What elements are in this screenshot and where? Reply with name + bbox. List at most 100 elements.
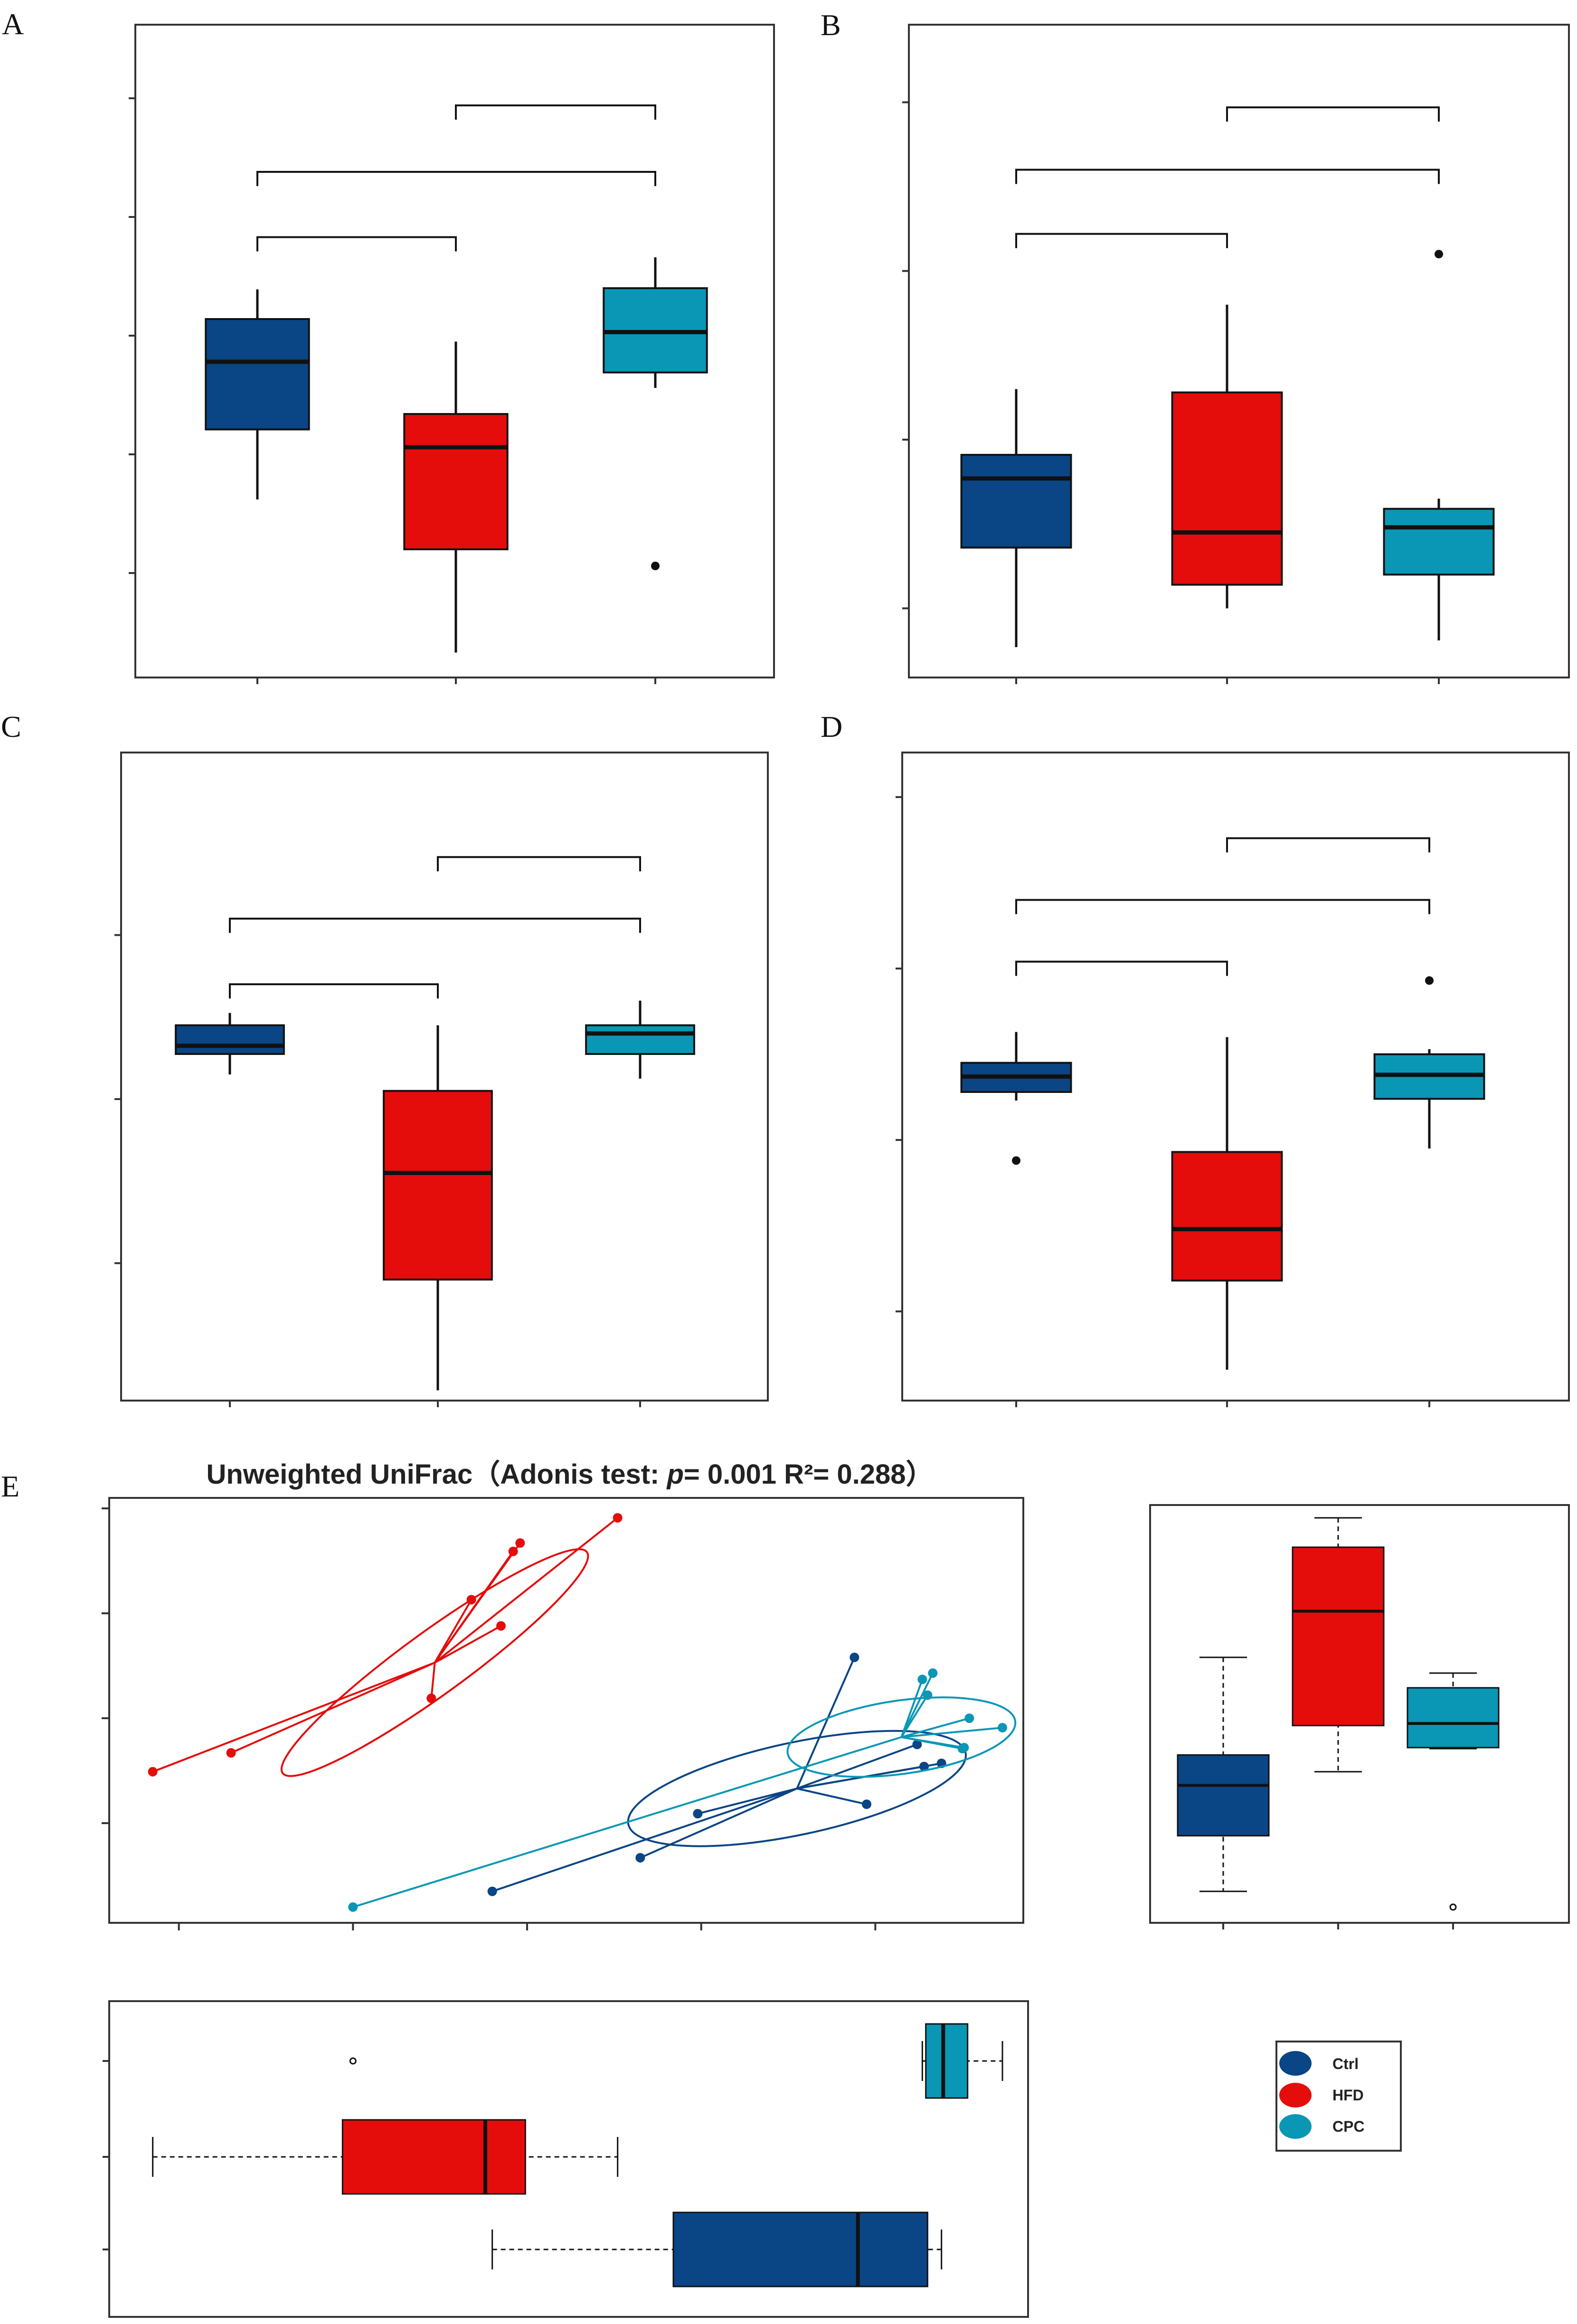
- box-hfd: [383, 1090, 493, 1281]
- legend: Ctrl HFD CPC: [1275, 2041, 1402, 2152]
- outlier-cpc: [1435, 250, 1443, 259]
- box-cpc: [585, 1024, 695, 1055]
- point-cpc: [348, 1902, 358, 1912]
- panel-letter-e: E: [1, 1469, 19, 1503]
- box-ctrl: [175, 1024, 285, 1055]
- point-ctrl: [487, 1886, 497, 1896]
- significance-bracket: [1015, 960, 1228, 976]
- significance-bracket: [1015, 233, 1228, 248]
- panel-b-boxplot: [902, 24, 1570, 684]
- spider-line-cpc: [900, 1679, 924, 1738]
- spider-line-cpc: [900, 1694, 929, 1738]
- box-hfd: [1171, 391, 1283, 586]
- spider-line-cpc: [901, 1726, 1003, 1738]
- point-hfd: [508, 1546, 518, 1556]
- spider-line-hfd: [434, 1625, 501, 1664]
- legend-label-hfd: HFD: [1332, 2087, 1364, 2104]
- significance-bracket: [1015, 169, 1440, 184]
- pcoa-title: Unweighted UniFrac（Adonis test: p= 0.001…: [207, 1459, 934, 1490]
- significance-bracket: [229, 983, 439, 999]
- outlier-cpc: [1425, 976, 1434, 985]
- spider-line-ctrl: [796, 1788, 867, 1806]
- spider-line-ctrl: [697, 1788, 797, 1815]
- plot-frame: [120, 752, 769, 1402]
- legend-key-ctrl: [1279, 2051, 1312, 2076]
- box-ctrl: [205, 318, 310, 431]
- significance-bracket: [437, 856, 641, 872]
- point-hfd: [515, 1538, 525, 1548]
- box-ctrl: [960, 454, 1072, 549]
- point-ctrl: [693, 1809, 703, 1819]
- panel-letter-b: B: [821, 8, 841, 42]
- point-ctrl: [862, 1799, 871, 1809]
- significance-bracket: [1226, 837, 1430, 853]
- significance-bracket: [229, 917, 641, 933]
- spider-line-cpc: [901, 1736, 963, 1750]
- point-hfd: [148, 1767, 158, 1777]
- plot-frame: [134, 24, 775, 678]
- panel-letter-c: C: [1, 710, 21, 743]
- panel-a-boxplot: [129, 24, 775, 684]
- box-hfd: [341, 2119, 526, 2195]
- spider-line-hfd: [230, 1662, 435, 1754]
- legend-key-cpc: [1279, 2114, 1312, 2139]
- point-hfd: [226, 1748, 236, 1758]
- spider-line-cpc: [901, 1717, 970, 1738]
- legend-label-cpc: CPC: [1332, 2118, 1365, 2135]
- box-hfd: [1171, 1151, 1283, 1282]
- box-cpc: [1407, 1687, 1500, 1749]
- box-cpc: [925, 2023, 969, 2099]
- outlier-cpc: [349, 2057, 357, 2065]
- point-cpc: [964, 1713, 974, 1723]
- spider-line-hfd: [152, 1662, 435, 1773]
- point-hfd: [613, 1513, 623, 1523]
- pcoa-plot-frame: [108, 1497, 1024, 1924]
- panel-letter-d: D: [821, 710, 842, 743]
- panel-e-pcoa-scatter: [102, 1497, 1024, 1930]
- point-hfd: [466, 1595, 476, 1605]
- point-ctrl: [635, 1853, 645, 1863]
- spider-line-hfd: [434, 1517, 618, 1664]
- panel-letter-a: A: [2, 7, 24, 41]
- confidence-ellipse-cpc: [786, 1696, 1017, 1778]
- significance-bracket: [1015, 899, 1430, 914]
- panel-d-boxplot: [896, 752, 1570, 1407]
- plot-frame: [908, 24, 1570, 678]
- box-hfd: [403, 413, 509, 550]
- box-ctrl: [672, 2211, 928, 2287]
- box-hfd: [1292, 1546, 1385, 1727]
- outlier-ctrl: [1012, 1156, 1020, 1165]
- spider-line-ctrl: [492, 1788, 797, 1892]
- point-cpc: [928, 1668, 938, 1678]
- spider-line-hfd: [430, 1662, 436, 1699]
- point-hfd: [496, 1621, 506, 1631]
- box-ctrl: [1177, 1754, 1270, 1837]
- spider-line-cpc: [900, 1673, 934, 1738]
- point-cpc: [917, 1675, 927, 1684]
- significance-bracket: [455, 104, 656, 120]
- point-ctrl: [912, 1740, 922, 1750]
- legend-label-ctrl: Ctrl: [1332, 2055, 1359, 2072]
- confidence-ellipse-ctrl: [627, 1730, 967, 1847]
- point-ctrl: [850, 1652, 859, 1662]
- point-ctrl: [919, 1761, 929, 1771]
- box-cpc: [1383, 508, 1495, 576]
- confidence-ellipse-hfd: [280, 1548, 589, 1777]
- panel-e-pcoa1-boxplot: [103, 2000, 1029, 2318]
- pcoa2-box-frame: [1149, 1504, 1570, 1924]
- spider-line-hfd: [434, 1599, 472, 1663]
- significance-bracket: [256, 236, 457, 252]
- panel-c-boxplot: [114, 752, 769, 1407]
- legend-key-hfd: [1279, 2083, 1312, 2108]
- point-cpc: [957, 1744, 967, 1754]
- panel-e-pcoa2-boxplot: [1149, 1504, 1570, 1929]
- point-cpc: [998, 1722, 1007, 1732]
- spider-line-hfd: [434, 1542, 521, 1664]
- spider-line-cpc: [352, 1736, 902, 1908]
- point-hfd: [426, 1694, 436, 1703]
- pcoa1-box-frame: [108, 2000, 1029, 2318]
- significance-bracket: [1226, 106, 1440, 122]
- significance-bracket: [256, 171, 656, 186]
- plot-frame: [901, 752, 1570, 1402]
